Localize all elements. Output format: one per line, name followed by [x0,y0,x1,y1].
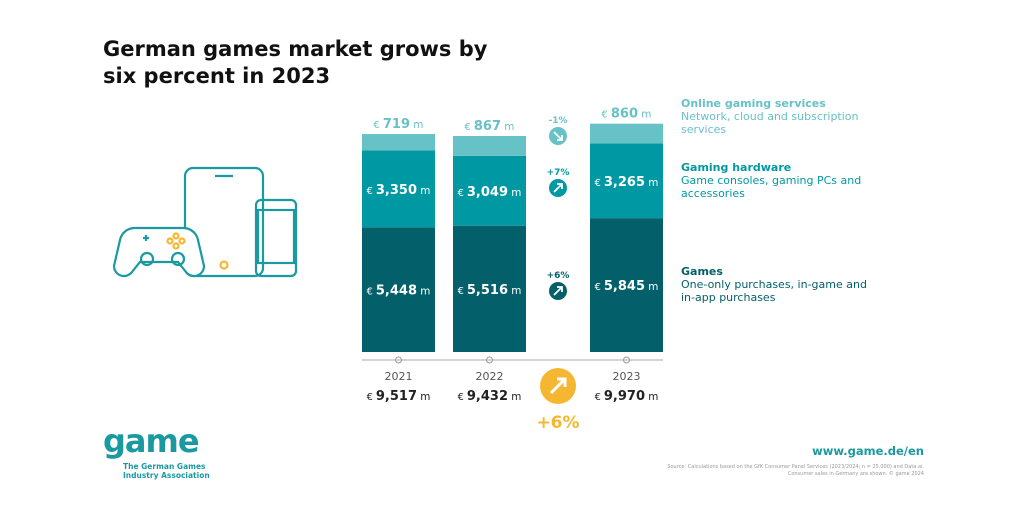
year-label: 2021 [385,370,413,383]
change-label: -1% [548,116,567,126]
total-label: € 9,432 m [458,389,522,404]
bar-label: € 719 m [374,117,424,132]
legend-online: Online gaming services Network, cloud and… [681,97,859,136]
bar-label: € 5,516 m [458,283,522,298]
total-label: € 9,970 m [595,389,659,404]
bar-2021-1 [362,150,435,228]
gamepad-icon [112,226,206,278]
year-label: 2023 [613,370,641,383]
logo: game [103,422,200,460]
total-change-label: +6% [536,413,579,433]
bar-label: € 5,845 m [595,279,659,294]
phone-icon [254,198,298,278]
website-link[interactable]: www.game.de/en [812,444,924,458]
page-title: German games market grows by six percent… [103,37,488,88]
bar-2022-2 [453,136,526,156]
source-note: Source: Calculations based on the GfK Co… [667,464,924,477]
bar-label: € 5,448 m [367,284,431,299]
total-label: € 9,517 m [367,389,431,404]
legend-hardware: Gaming hardware Game consoles, gaming PCs… [681,161,862,200]
bar-2021-0 [362,227,435,352]
bar-2022-1 [453,155,526,226]
logo-subtitle: The German Games Industry Association [123,462,210,480]
bar-label: € 3,350 m [367,183,431,198]
tablet-icon [183,166,265,278]
year-label: 2022 [476,370,504,383]
bar-2021-2 [362,134,435,151]
bar-2022-0 [453,225,526,352]
bar-2023-2 [590,123,663,144]
bar-label: € 860 m [602,107,652,122]
change-label: +7% [547,168,570,178]
legend-games: Games One-only purchases, in-game and in-… [681,265,867,304]
bar-label: € 3,265 m [595,175,659,190]
bar-2023-1 [590,143,663,219]
bar-2023-0 [590,218,663,352]
devices-illustration [112,166,298,278]
change-label: +6% [547,271,570,281]
bar-label: € 3,049 m [458,185,522,200]
bar-label: € 867 m [465,119,515,134]
